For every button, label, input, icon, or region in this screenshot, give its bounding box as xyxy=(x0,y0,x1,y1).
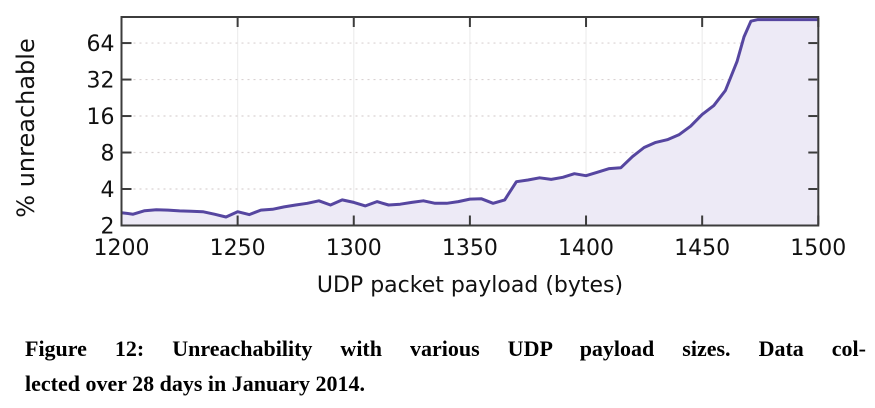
x-tick-label: 1400 xyxy=(558,236,614,261)
series-line xyxy=(121,18,819,219)
series-area xyxy=(121,19,819,226)
figure-caption: Figure 12: Unreachability with various U… xyxy=(25,331,866,401)
x-tick-label: 1300 xyxy=(326,236,382,261)
x-axis-title: UDP packet payload (bytes) xyxy=(317,273,623,298)
x-tick-label: 1500 xyxy=(790,236,846,261)
y-axis-title: % unreachable xyxy=(12,38,40,217)
y-tick-label: 4 xyxy=(101,178,115,203)
y-tick-label: 8 xyxy=(101,142,115,167)
y-tick-label: 2 xyxy=(101,215,115,240)
y-tick-label: 32 xyxy=(87,69,115,94)
udp-unreachability-chart: 2 4 8 16 32 64 1200 1250 1300 1350 1400 1450 1500 % … xyxy=(12,16,846,298)
plot-border xyxy=(120,16,820,227)
x-tick-label: 1250 xyxy=(210,236,266,261)
x-tick-label: 1450 xyxy=(674,236,730,261)
y-tick-label: 64 xyxy=(87,32,115,57)
caption-line-2: lected over 28 days in January 2014. xyxy=(25,371,365,396)
x-tick-label: 1350 xyxy=(442,236,498,261)
caption-line-1: Figure 12: Unreachability with various U… xyxy=(25,336,866,361)
x-tick-label: 1200 xyxy=(94,236,150,261)
y-tick-label: 16 xyxy=(87,105,115,130)
plot-area: 2 4 8 16 32 64 1200 1250 1300 1350 1400 1450 1500 xyxy=(87,16,846,261)
